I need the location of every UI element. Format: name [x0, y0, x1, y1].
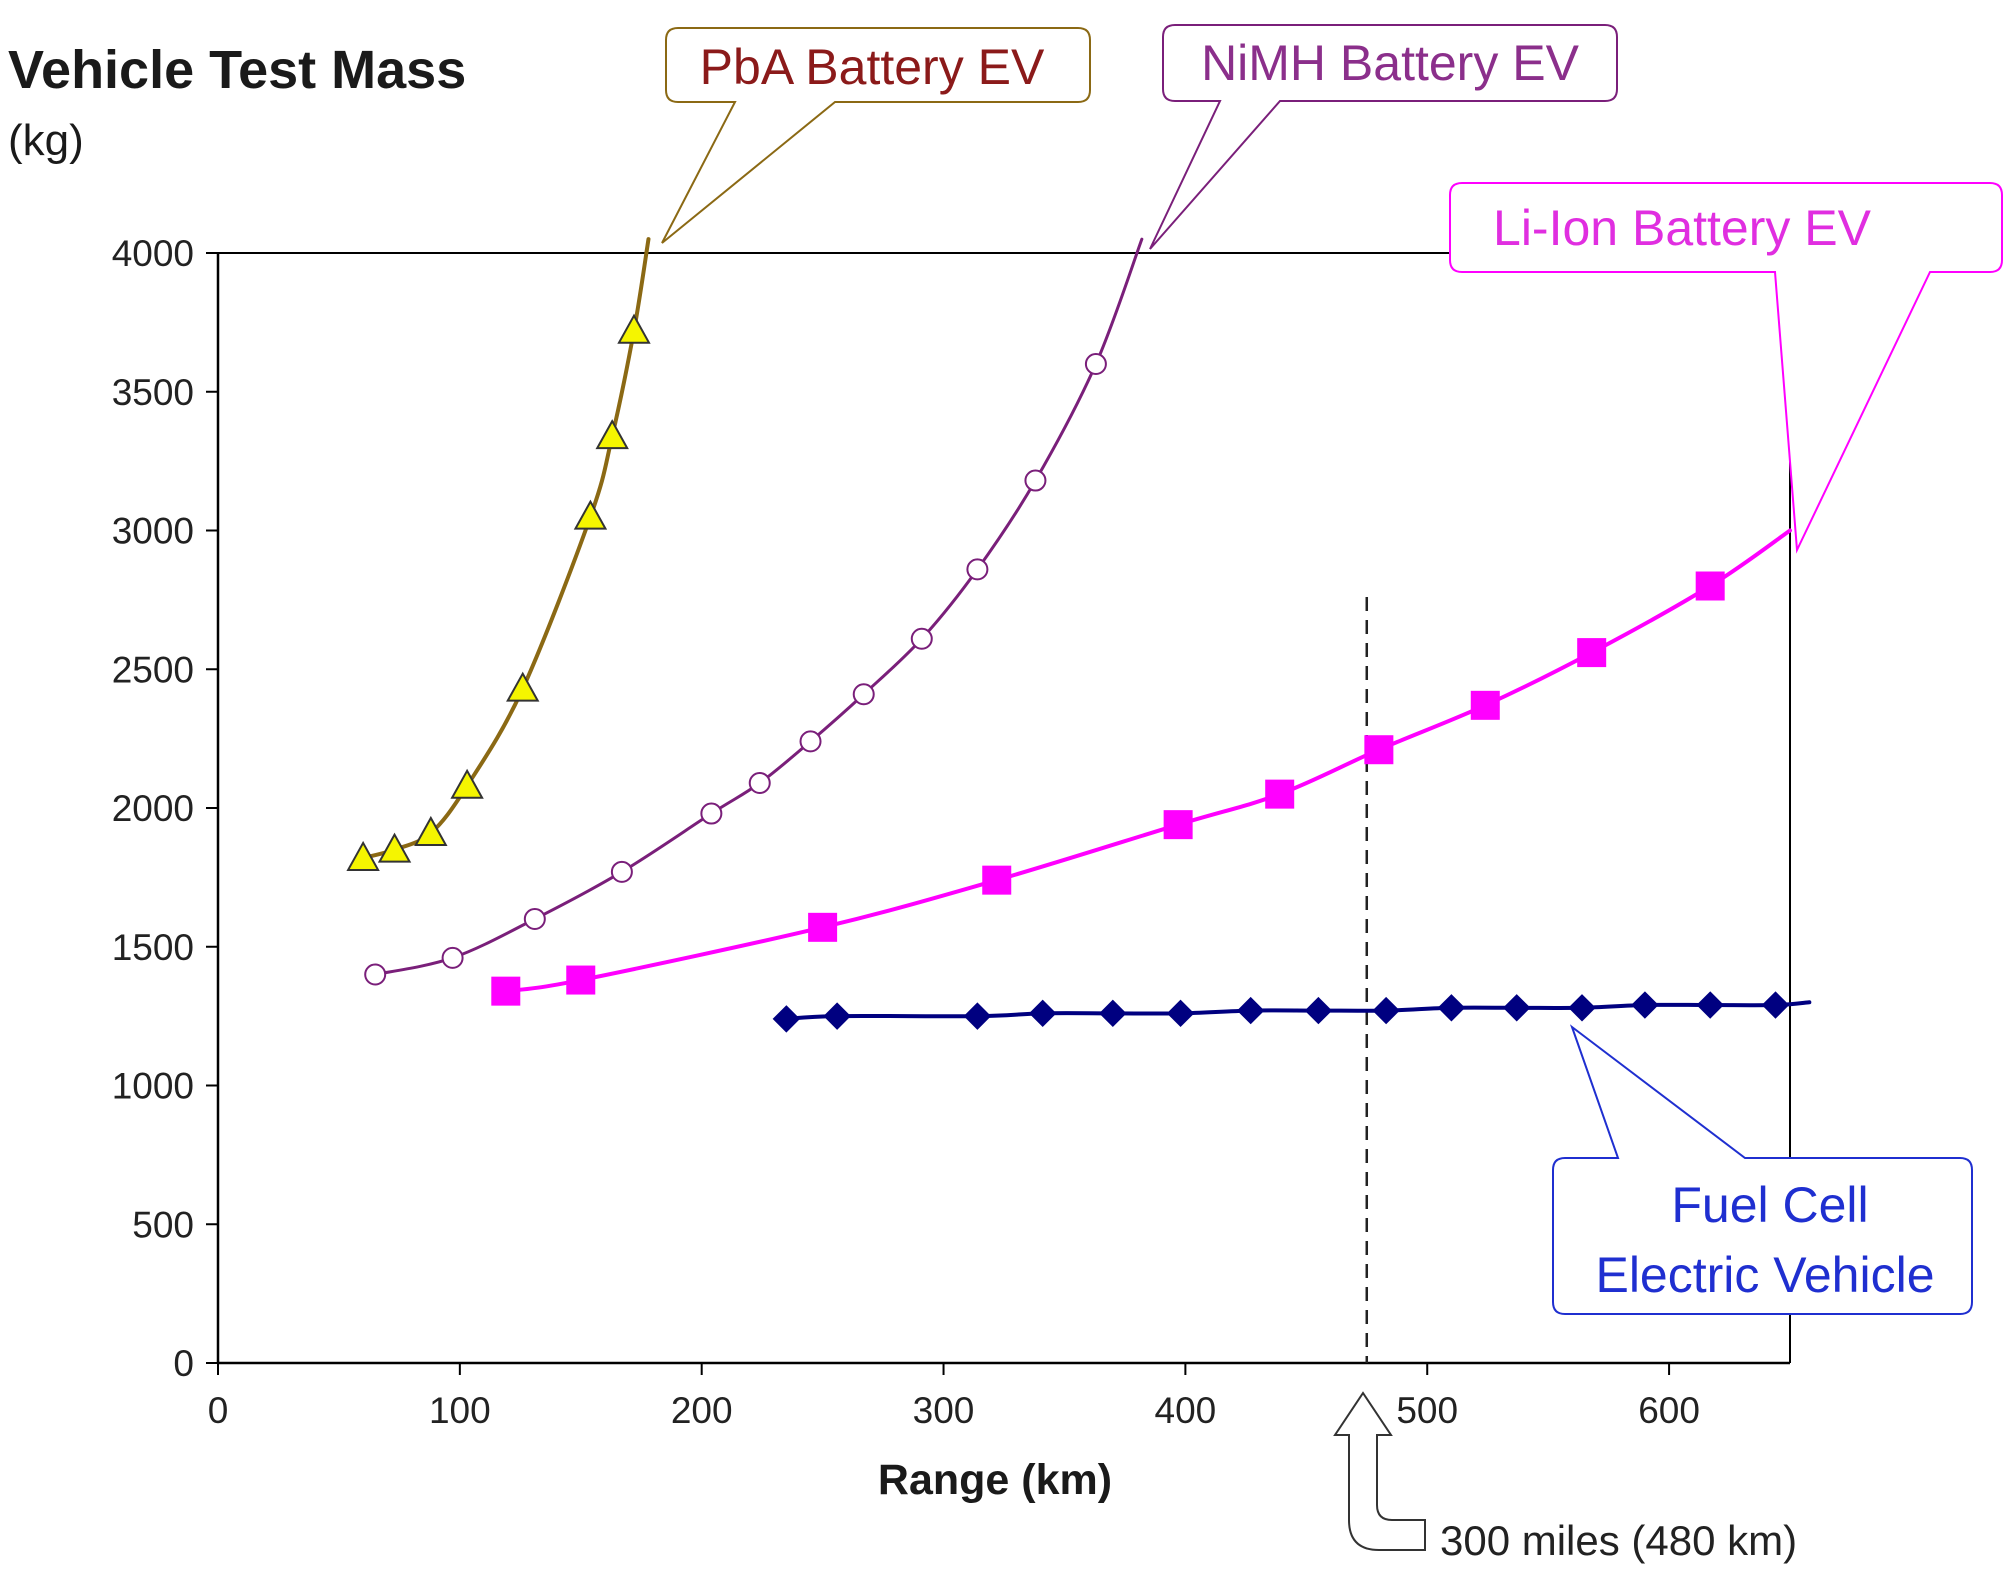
data-point-pba	[617, 313, 651, 344]
data-point-liion	[808, 912, 838, 942]
data-point-pba	[506, 671, 540, 702]
data-point-fcev	[1761, 991, 1790, 1019]
x-tick-label: 400	[1155, 1390, 1217, 1431]
data-point-fcev	[1437, 994, 1466, 1022]
y-tick-label: 3000	[112, 511, 194, 552]
data-point-fcev	[1099, 999, 1127, 1028]
callout-pba: PbA Battery EV	[661, 27, 1091, 244]
x-axis-title: Range (km)	[878, 1456, 1112, 1504]
data-point-nimh	[1084, 353, 1107, 375]
y-axis-title: Vehicle Test Mass	[8, 40, 466, 100]
callout-fcev-box	[1552, 1024, 1973, 1315]
callout-fcev-label-line1: Fuel Cell	[1671, 1177, 1868, 1233]
data-point-fcev	[1236, 996, 1265, 1025]
data-point-nimh	[364, 963, 387, 986]
data-point-nimh	[852, 683, 875, 706]
data-point-nimh	[1024, 469, 1047, 492]
axis-ticks: 0 100 200 300 400 500 600 0 500 1000 1500 2000 2500 3…	[112, 233, 1700, 1431]
data-point-fcev	[772, 1005, 801, 1033]
data-point-nimh	[910, 627, 933, 650]
callout-nimh: NiMH Battery EV	[1149, 24, 1618, 250]
callout-pba-label: PbA Battery EV	[700, 39, 1045, 95]
series-line-liion	[503, 528, 1792, 994]
x-tick-label: 100	[429, 1390, 491, 1431]
data-point-fcev	[1304, 996, 1333, 1025]
data-point-liion	[1695, 571, 1725, 601]
y-tick-label: 1500	[112, 927, 194, 968]
data-point-nimh	[700, 802, 723, 825]
callout-liion-box	[1449, 182, 2003, 554]
data-point-liion	[566, 965, 596, 995]
y-tick-label: 1000	[112, 1066, 194, 1107]
callout-pba-box	[661, 27, 1091, 244]
x-tick-label: 300	[913, 1390, 975, 1431]
data-point-pba	[573, 499, 608, 530]
data-point-nimh	[799, 730, 822, 753]
data-point-fcev	[1631, 991, 1659, 1019]
y-tick-label: 0	[173, 1343, 194, 1384]
callout-liion-label: Li-Ion Battery EV	[1493, 200, 1872, 256]
y-tick-label: 4000	[112, 233, 194, 274]
x-tick-label: 200	[671, 1390, 733, 1431]
y-tick-label: 500	[132, 1204, 194, 1245]
range-target-note: 300 miles (480 km)	[1333, 1391, 1797, 1564]
callout-fcev: Fuel Cell Electric Vehicle	[1552, 1024, 1973, 1315]
data-point-fcev	[1696, 991, 1724, 1019]
callout-liion: Li-Ion Battery EV	[1449, 182, 2003, 554]
data-point-liion	[1265, 779, 1295, 809]
callout-nimh-box	[1149, 24, 1618, 250]
x-tick-label: 600	[1638, 1390, 1700, 1431]
callout-nimh-label: NiMH Battery EV	[1201, 35, 1580, 91]
data-point-pba	[346, 840, 380, 871]
series-markers	[346, 313, 1790, 1033]
data-point-nimh	[748, 772, 771, 795]
data-point-fcev	[1568, 994, 1596, 1022]
y-axis-unit: (kg)	[8, 116, 84, 165]
data-point-liion	[982, 865, 1012, 895]
callout-fcev-label-line2: Electric Vehicle	[1595, 1247, 1934, 1303]
y-tick-label: 2500	[112, 649, 194, 690]
data-point-fcev	[963, 1002, 992, 1030]
data-point-nimh	[610, 860, 633, 883]
data-point-nimh	[441, 946, 464, 969]
data-point-pba	[414, 815, 448, 846]
x-tick-label: 0	[208, 1390, 229, 1431]
data-point-liion	[1577, 638, 1607, 668]
data-point-fcev	[1372, 996, 1400, 1025]
data-point-liion	[1364, 735, 1394, 765]
data-point-nimh	[523, 908, 546, 930]
data-point-fcev	[823, 1002, 851, 1030]
data-point-nimh	[966, 558, 989, 581]
data-point-liion	[1470, 690, 1500, 720]
y-tick-label: 3500	[112, 372, 194, 413]
range-target-arrow-icon	[1333, 1391, 1426, 1551]
data-point-liion	[1163, 810, 1193, 840]
series-line-fcev	[784, 1000, 1812, 1021]
y-tick-label: 2000	[112, 788, 194, 829]
range-target-label: 300 miles (480 km)	[1440, 1517, 1797, 1564]
data-point-pba	[595, 419, 629, 450]
data-point-liion	[491, 976, 521, 1006]
x-tick-label: 500	[1396, 1390, 1458, 1431]
data-point-pba	[377, 832, 412, 863]
data-point-fcev	[1028, 999, 1057, 1028]
data-point-fcev	[1503, 994, 1531, 1022]
data-point-fcev	[1166, 999, 1195, 1028]
data-point-pba	[450, 768, 484, 799]
